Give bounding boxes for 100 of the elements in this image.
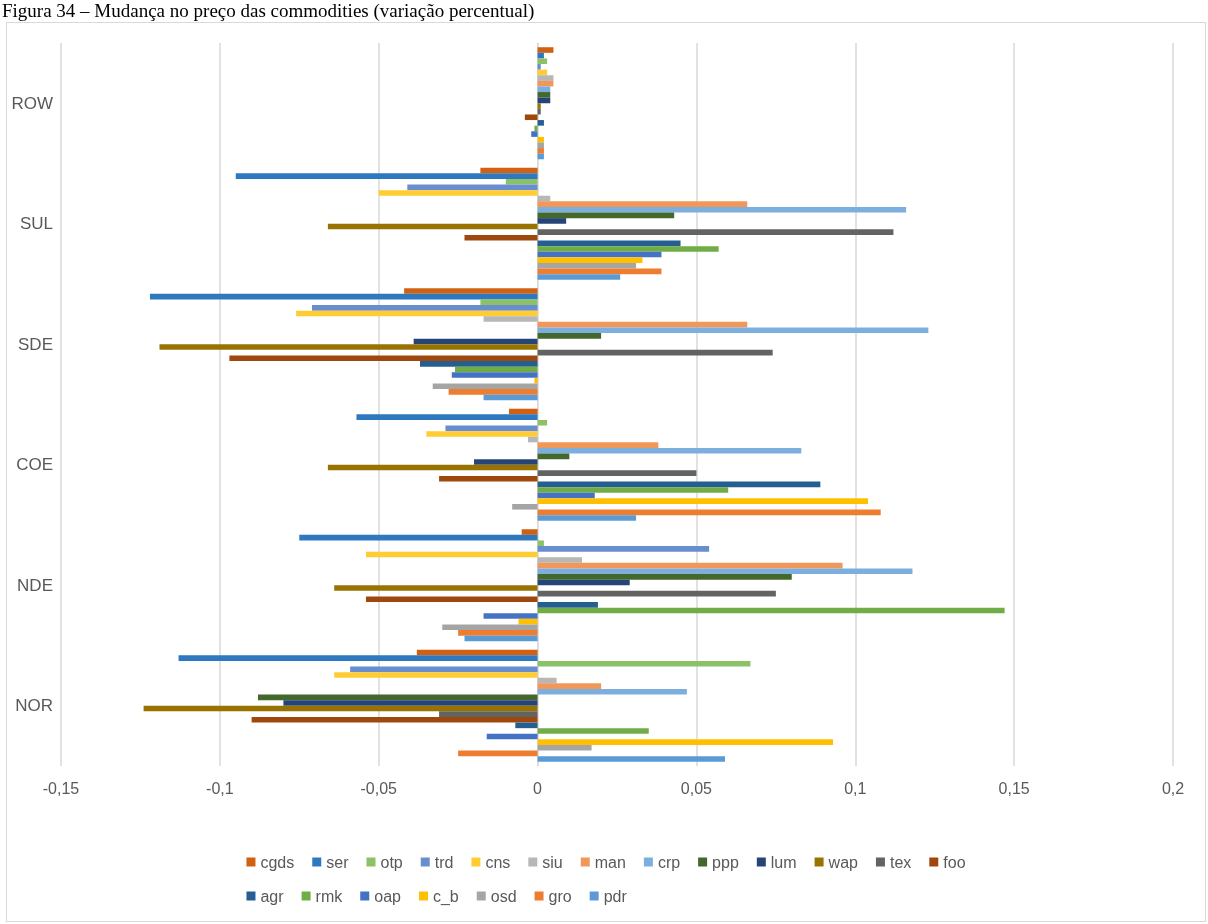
bar (537, 274, 621, 280)
bar (537, 333, 602, 339)
x-tick-label: 0,2 (1161, 779, 1185, 797)
legend-label: man (594, 853, 626, 871)
legend-label: otp (380, 853, 403, 871)
bar (464, 234, 538, 241)
bar (448, 389, 538, 395)
bar (458, 750, 538, 757)
y-tick-label: NDE (17, 575, 53, 595)
bar (534, 125, 538, 132)
bar (426, 431, 538, 437)
bar (537, 206, 907, 213)
bar (311, 305, 538, 311)
x-tick-label: -0,05 (360, 779, 398, 797)
bar (537, 120, 544, 126)
bar (537, 86, 551, 93)
legend-label: tex (889, 853, 912, 871)
legend-label: oap (374, 887, 402, 905)
x-tick-label: -0,1 (206, 779, 234, 797)
bar (480, 299, 538, 306)
x-tick-label: 0 (533, 779, 543, 797)
bar (537, 728, 649, 734)
bar (439, 711, 538, 717)
bar (537, 447, 802, 454)
legend-label: trd (434, 853, 454, 871)
bar (404, 288, 538, 294)
x-tick-label: -0,15 (42, 779, 80, 797)
bar (458, 630, 538, 636)
bar (515, 722, 538, 729)
y-tick-label: NOR (15, 696, 53, 716)
bar (537, 574, 792, 580)
bar (537, 103, 541, 109)
bar (537, 487, 729, 493)
bar (537, 540, 544, 547)
bar (299, 534, 538, 541)
bar (537, 739, 834, 745)
bar (445, 425, 538, 432)
bar (537, 201, 748, 207)
legend-label: ppp (712, 853, 739, 871)
bar (442, 624, 538, 631)
x-tick-label: 0,05 (680, 779, 713, 797)
y-tick-label: SUL (19, 214, 53, 234)
bar (420, 361, 538, 367)
bar (432, 383, 538, 390)
bar (534, 377, 538, 384)
bar (537, 64, 541, 70)
x-tick-label: 0,1 (844, 779, 867, 797)
bar (439, 475, 538, 482)
bar (537, 148, 544, 154)
y-tick-label: COE (16, 455, 53, 475)
bar (178, 655, 538, 661)
legend-label: pdr (603, 887, 628, 905)
bar (537, 257, 643, 263)
bar (505, 178, 538, 185)
bar (159, 344, 538, 350)
bar (454, 366, 538, 373)
legend-label: foo (943, 853, 966, 871)
bar (483, 613, 538, 619)
bar (378, 190, 538, 196)
bar (524, 114, 538, 121)
bar (537, 515, 637, 521)
bar (229, 355, 538, 362)
legend-label: ser (326, 853, 350, 871)
bar (537, 756, 726, 762)
bar (334, 585, 538, 591)
bar (537, 47, 554, 53)
legend-label: lum (770, 853, 797, 871)
bar (537, 142, 544, 149)
bar (235, 173, 538, 179)
bar (537, 688, 687, 695)
bar (451, 372, 538, 378)
legend-label: cns (485, 853, 511, 871)
bar (464, 635, 538, 642)
legend-label: cgds (260, 853, 295, 871)
bar (480, 167, 538, 174)
y-tick-label: ROW (11, 93, 53, 113)
legend-label: siu (542, 853, 563, 871)
bar (537, 75, 554, 81)
bar (407, 184, 538, 191)
bar (283, 700, 538, 706)
legend-label: wap (827, 853, 859, 871)
x-tick-label: 0,15 (998, 779, 1030, 797)
bar (334, 672, 538, 678)
bar (531, 131, 538, 137)
bar (537, 92, 551, 98)
bar (528, 436, 538, 443)
bar (537, 546, 710, 552)
bar (537, 262, 637, 269)
legend-label: crp (657, 853, 681, 871)
legend-label: gro (548, 887, 572, 905)
bar (350, 666, 538, 673)
bar (537, 246, 719, 252)
legend-label: osd (490, 887, 517, 905)
bar (537, 419, 548, 426)
bar (537, 229, 894, 235)
bar (512, 503, 538, 510)
bar (474, 459, 538, 465)
bar (537, 660, 751, 667)
bar (537, 327, 929, 334)
bar (537, 744, 592, 751)
